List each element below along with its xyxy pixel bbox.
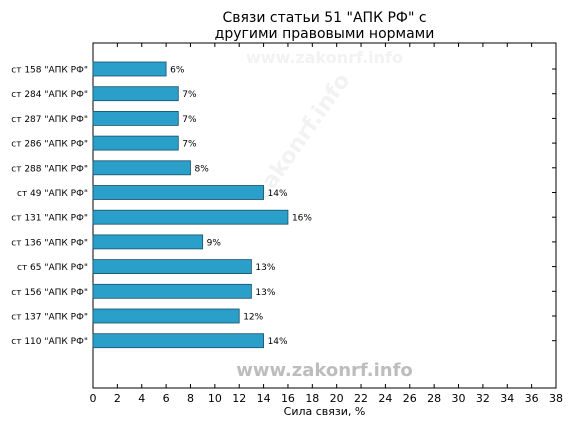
x-tick-label: 30 xyxy=(452,392,466,405)
bar xyxy=(92,61,167,77)
category-label: ст 156 "АПК РФ" xyxy=(11,288,88,298)
category-label: ст 287 "АПК РФ" xyxy=(11,115,88,125)
x-axis-label: Сила связи, % xyxy=(283,405,366,418)
value-label: 7% xyxy=(182,90,197,100)
value-label: 14% xyxy=(268,189,288,199)
x-tick-label: 38 xyxy=(549,392,563,405)
value-label: 8% xyxy=(194,164,209,174)
bar xyxy=(92,234,204,250)
x-tick-label: 0 xyxy=(90,392,97,405)
x-tick-label: 10 xyxy=(208,392,222,405)
x-tick-label: 4 xyxy=(138,392,145,405)
bar xyxy=(92,259,252,275)
category-label: ст 284 "АПК РФ" xyxy=(11,90,88,100)
bar xyxy=(92,185,264,200)
value-label: 14% xyxy=(268,337,288,347)
category-label: ст 286 "АПК РФ" xyxy=(11,140,88,150)
chart-title-line-2: другими правовыми нормами xyxy=(214,26,435,42)
x-tick-label: 32 xyxy=(476,392,490,405)
x-tick-label: 28 xyxy=(427,392,441,405)
value-label: 6% xyxy=(170,66,185,76)
watermark-bottom: www.zakonrf.info xyxy=(236,360,413,381)
value-label: 13% xyxy=(255,263,275,273)
category-label: ст 131 "АПК РФ" xyxy=(11,214,88,224)
x-tick-label: 16 xyxy=(281,392,295,405)
x-tick-label: 18 xyxy=(305,392,319,405)
x-tick-label: 34 xyxy=(500,392,514,405)
x-tick-label: 22 xyxy=(354,392,368,405)
bar xyxy=(92,209,289,225)
bar xyxy=(92,135,179,151)
x-tick-label: 2 xyxy=(114,392,121,405)
value-label: 9% xyxy=(207,238,222,248)
category-label: ст 288 "АПК РФ" xyxy=(11,164,88,174)
bar xyxy=(92,111,179,126)
bar xyxy=(92,86,179,102)
bar xyxy=(92,283,252,299)
x-tick-label: 12 xyxy=(232,392,246,405)
category-label: ст 49 "АПК РФ" xyxy=(17,189,88,199)
x-tick-label: 20 xyxy=(330,392,344,405)
value-label: 7% xyxy=(182,140,197,150)
category-label: ст 158 "АПК РФ" xyxy=(11,66,88,76)
x-tick-label: 36 xyxy=(525,392,539,405)
x-tick-label: 26 xyxy=(403,392,417,405)
watermark-top: www.zakonrf.info xyxy=(246,48,403,67)
bar xyxy=(92,308,240,324)
x-tick-label: 8 xyxy=(187,392,194,405)
category-label: ст 65 "АПК РФ" xyxy=(17,263,88,273)
chart-title-line-1: Связи статьи 51 "АПК РФ" с xyxy=(222,10,427,26)
value-label: 12% xyxy=(243,313,263,323)
value-label: 13% xyxy=(255,288,275,298)
x-tick-label: 6 xyxy=(163,392,170,405)
category-label: ст 136 "АПК РФ" xyxy=(11,238,88,248)
value-label: 7% xyxy=(182,115,197,125)
x-tick-label: 24 xyxy=(378,392,392,405)
category-label: ст 110 "АПК РФ" xyxy=(11,337,88,347)
bar xyxy=(92,160,191,176)
bar xyxy=(92,333,264,349)
category-label: ст 137 "АПК РФ" xyxy=(11,313,88,323)
x-tick-label: 14 xyxy=(257,392,271,405)
value-label: 16% xyxy=(292,214,312,224)
